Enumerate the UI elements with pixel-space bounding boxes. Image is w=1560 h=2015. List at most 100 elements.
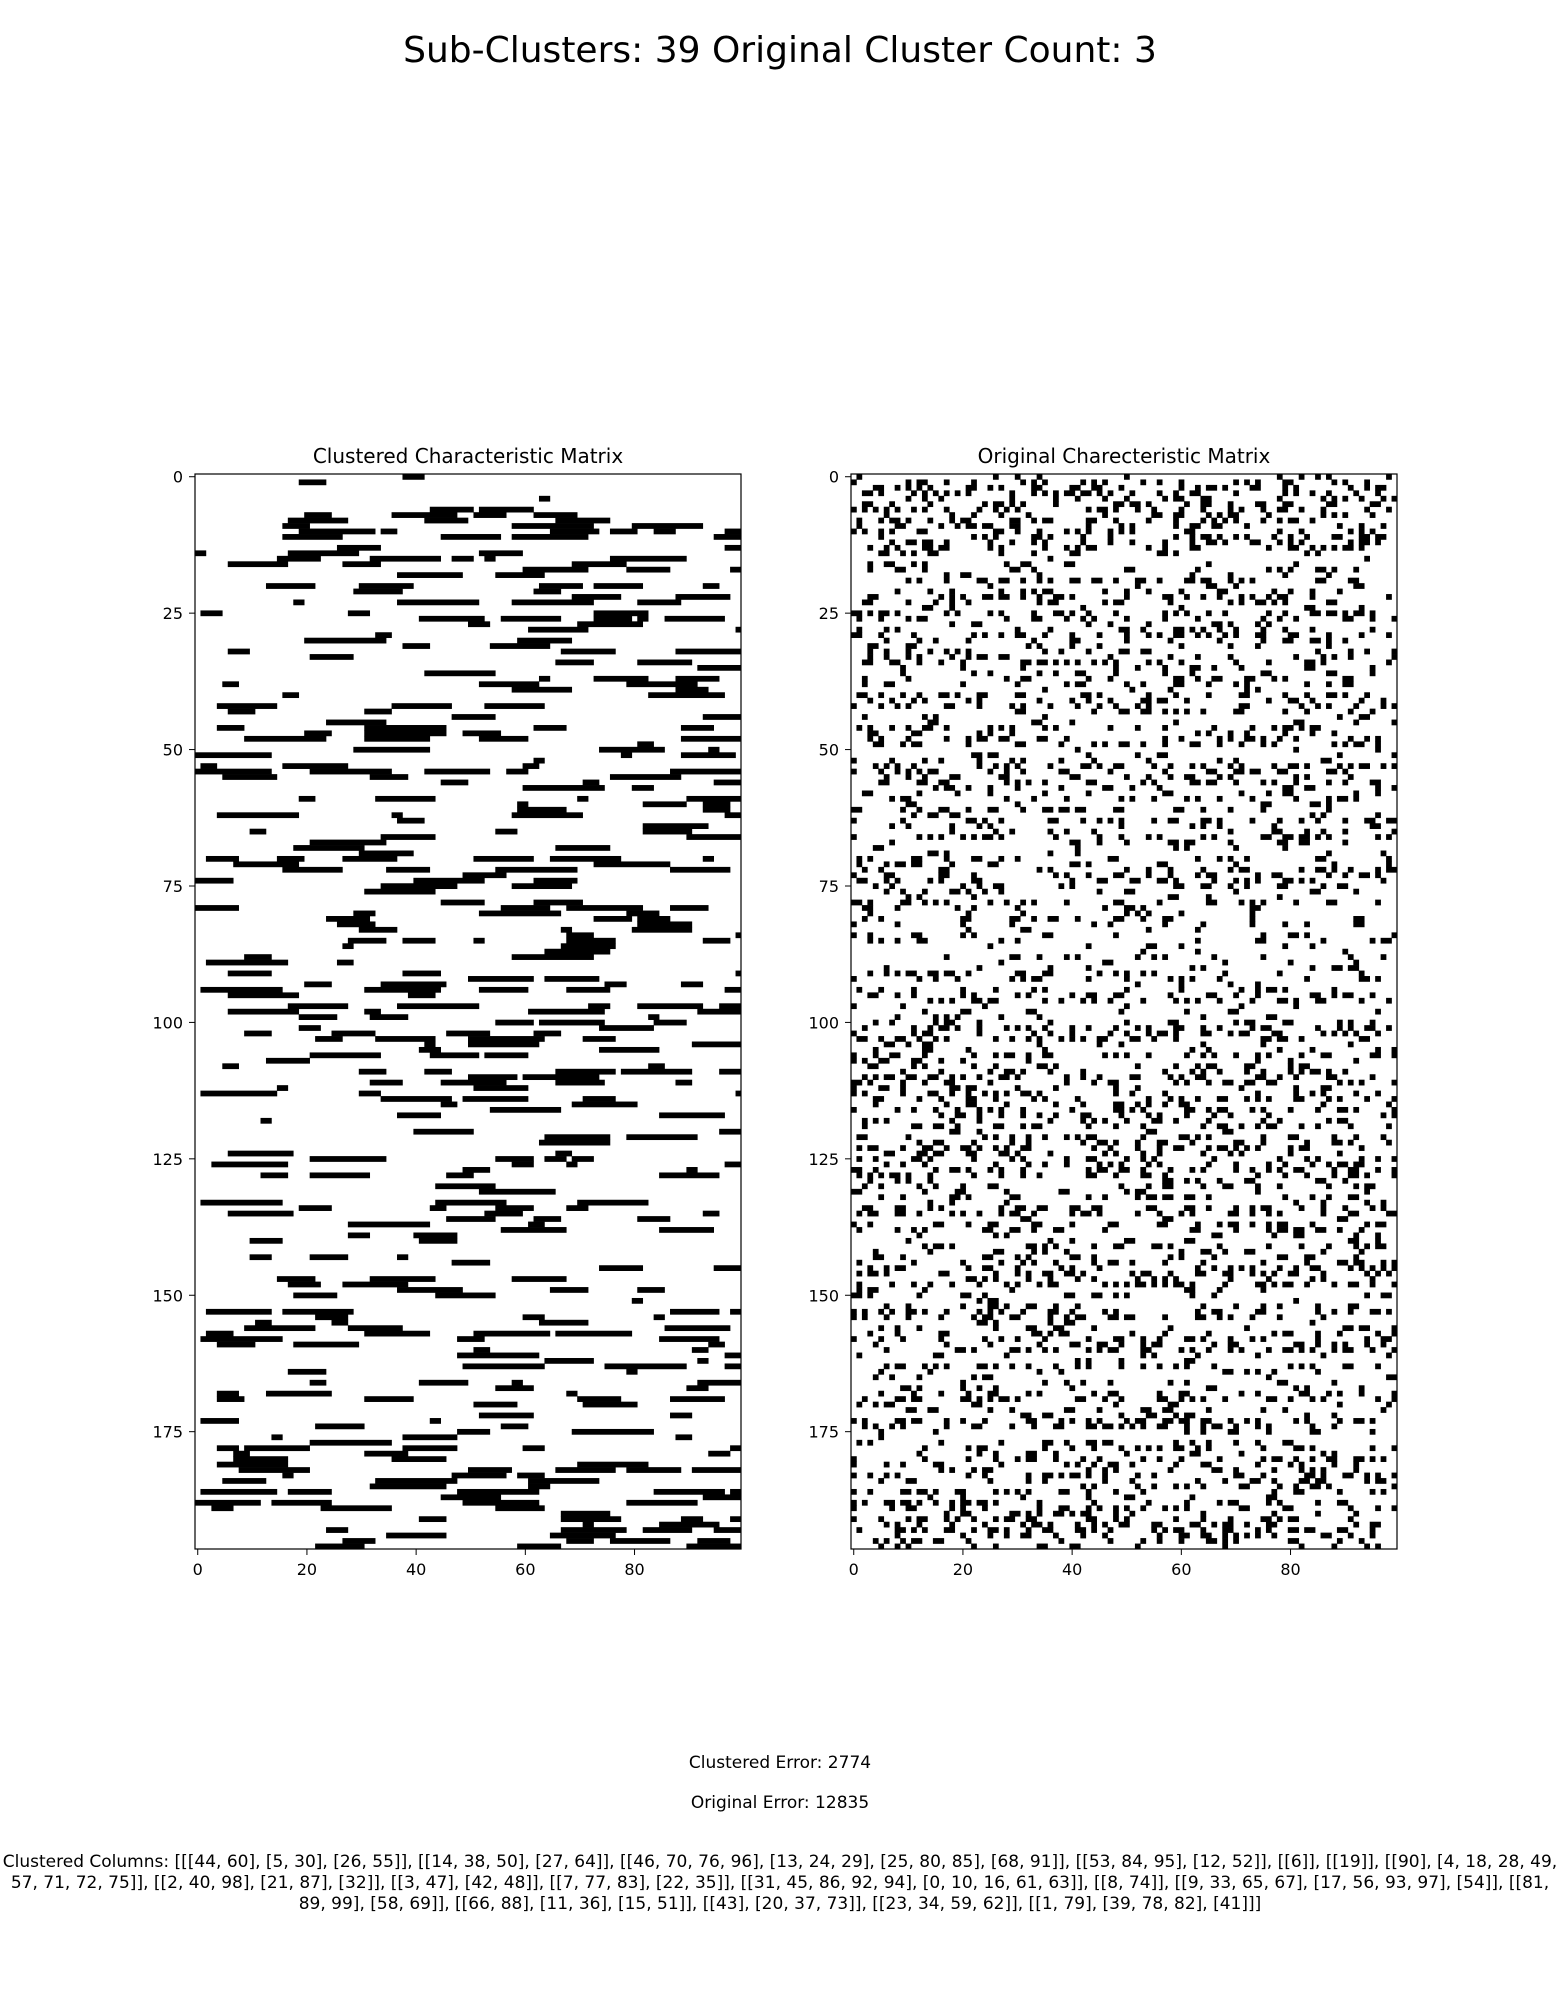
- original-cell: [1331, 544, 1338, 551]
- original-cell: [1173, 997, 1179, 1004]
- clustered-cell-run: [659, 1172, 720, 1179]
- original-cell: [1336, 1527, 1349, 1533]
- original-cell: [1031, 534, 1043, 540]
- original-cell: [1233, 534, 1239, 540]
- original-cell: [905, 1308, 917, 1315]
- original-cell: [1326, 692, 1338, 699]
- original-matrix-title: Original Charecteristic Matrix: [977, 444, 1271, 468]
- original-cell: [1096, 1418, 1103, 1424]
- original-cell: [1211, 1112, 1218, 1119]
- original-cell: [1222, 1538, 1229, 1544]
- original-cell: [1309, 1456, 1316, 1462]
- original-cell: [1145, 1194, 1158, 1201]
- original-cell: [992, 534, 999, 540]
- original-cell: [998, 484, 1005, 491]
- clustered-cell-run: [511, 1379, 523, 1386]
- original-cell: [1364, 506, 1370, 513]
- original-cell: [1265, 1499, 1272, 1506]
- original-cell: [1167, 839, 1179, 846]
- original-cell: [1042, 1439, 1054, 1446]
- original-cell: [1265, 512, 1272, 518]
- original-cell: [851, 1488, 857, 1495]
- original-cell: [1151, 506, 1158, 513]
- original-cell: [1233, 1205, 1239, 1211]
- original-cell: [1014, 855, 1021, 862]
- clustered-cell-run: [462, 730, 502, 737]
- original-cell: [851, 632, 863, 639]
- original-cell: [1178, 1096, 1185, 1102]
- original-cell: [1014, 1025, 1021, 1031]
- original-cell: [861, 528, 868, 535]
- original-cell: [1124, 1450, 1130, 1457]
- clustered-cell-run: [380, 1096, 452, 1102]
- original-cell: [1205, 692, 1212, 699]
- original-cell: [1091, 659, 1097, 666]
- original-y-tick-label: 150: [808, 1286, 839, 1305]
- clustered-cell-run: [413, 1232, 458, 1239]
- original-cell: [1309, 517, 1316, 524]
- original-cell: [1364, 1472, 1370, 1479]
- original-cell: [1058, 1538, 1065, 1544]
- original-cell: [1178, 479, 1185, 486]
- original-cell: [1162, 708, 1168, 715]
- clustered-cell-run: [418, 615, 485, 622]
- original-cell: [1124, 681, 1130, 688]
- original-cell: [1102, 1052, 1108, 1059]
- original-cell: [1091, 1325, 1097, 1332]
- original-cell: [1140, 681, 1147, 688]
- original-cell: [894, 992, 901, 999]
- clustered-cell-run: [560, 926, 573, 933]
- clustered-cell-run: [566, 1390, 578, 1397]
- original-cell: [971, 997, 983, 1004]
- original-cell: [1331, 512, 1338, 518]
- clustered-cell-run: [489, 1106, 562, 1113]
- original-cell: [1151, 1472, 1158, 1479]
- original-cell: [894, 1210, 906, 1217]
- clustered-cell-run: [478, 1188, 556, 1195]
- original-cell: [1358, 697, 1365, 704]
- original-cell: [1386, 1308, 1392, 1315]
- original-cell: [1014, 937, 1021, 944]
- original-cell: [1255, 1188, 1261, 1195]
- original-cell: [911, 1106, 917, 1113]
- original-cell: [1091, 1205, 1103, 1211]
- original-cell: [1255, 643, 1261, 649]
- original-cell: [1036, 1368, 1043, 1375]
- original-cell: [878, 735, 885, 742]
- clustered-cell-run: [691, 1347, 709, 1353]
- original-cell: [1287, 1063, 1294, 1070]
- clustered-cell-run: [735, 932, 742, 939]
- original-cell: [987, 610, 994, 617]
- original-cell: [1124, 1030, 1130, 1037]
- original-cell: [1364, 1341, 1370, 1348]
- original-cell: [867, 1063, 879, 1070]
- clustered-cell-run: [593, 861, 671, 868]
- original-cell: [1178, 506, 1185, 513]
- original-cell: [927, 1248, 934, 1255]
- original-cell: [894, 905, 901, 911]
- original-cell: [1102, 1308, 1108, 1315]
- original-cell: [1347, 1210, 1360, 1217]
- original-cell: [1173, 1505, 1179, 1512]
- original-cell: [982, 834, 994, 840]
- clustered-cell-run: [358, 926, 398, 933]
- original-cell: [1113, 1139, 1119, 1146]
- clustered-cell-run: [735, 626, 742, 633]
- original-cell: [1298, 839, 1310, 846]
- original-cell: [878, 692, 885, 699]
- original-cell: [1124, 588, 1130, 595]
- original-cell: [878, 1172, 885, 1179]
- original-cell: [1145, 544, 1152, 551]
- original-cell: [1386, 1401, 1392, 1408]
- clustered-cell-run: [402, 937, 436, 944]
- original-cell: [932, 1123, 945, 1130]
- original-cell: [1353, 1183, 1360, 1190]
- original-cell: [911, 1123, 923, 1130]
- original-cell: [1058, 1188, 1070, 1195]
- original-cell: [976, 692, 988, 699]
- original-cell: [1178, 1210, 1185, 1217]
- original-cell: [1124, 774, 1130, 780]
- original-cell: [1200, 1167, 1207, 1173]
- original-cell: [878, 1516, 885, 1523]
- original-cell: [1326, 501, 1338, 508]
